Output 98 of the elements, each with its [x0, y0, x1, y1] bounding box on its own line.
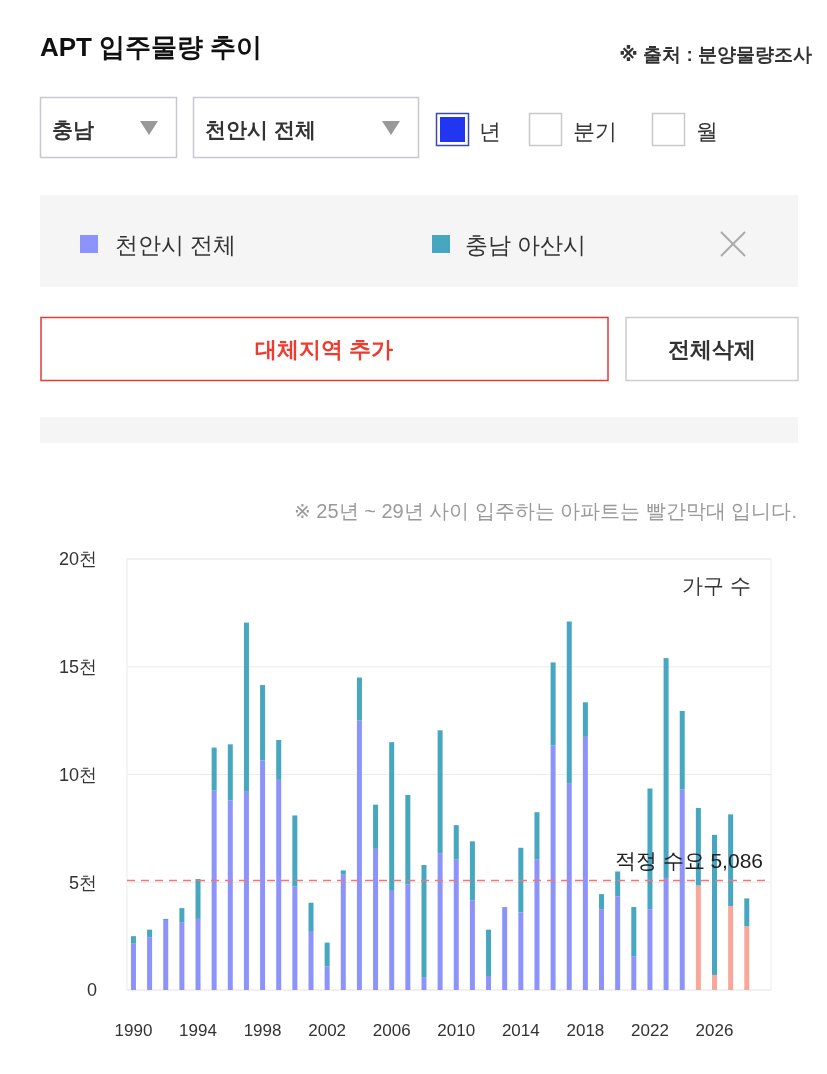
bar: [276, 779, 282, 990]
bar: [260, 760, 266, 990]
bar: [373, 848, 379, 990]
bar: [421, 977, 427, 990]
y-axis-title: 가구 수: [682, 574, 751, 597]
text: ※ 출처 : 분양물량조사: [619, 44, 812, 65]
bar: [566, 783, 572, 990]
bar: [744, 898, 750, 927]
bar: [147, 937, 153, 990]
bar: [631, 907, 637, 957]
bar: [744, 926, 750, 990]
bar: [340, 870, 346, 875]
bar: [469, 900, 475, 990]
bar: [518, 847, 524, 913]
bar: [534, 812, 540, 860]
bar: [389, 890, 395, 990]
y-tick-label: 15천: [58, 657, 97, 678]
bar: [453, 859, 459, 990]
x-tick-label: 1990: [114, 1021, 153, 1040]
bar: [582, 736, 588, 990]
x-tick-label: 2006: [372, 1021, 411, 1040]
bar: [599, 909, 605, 990]
bar: [631, 956, 637, 990]
bar: [260, 685, 266, 761]
x-tick-label: 2002: [308, 1021, 347, 1040]
bar: [373, 804, 379, 849]
bar: [550, 662, 556, 746]
x-tick-label: 2022: [631, 1021, 669, 1040]
bar: [518, 912, 524, 990]
bar: [679, 710, 685, 790]
bar: [534, 859, 540, 990]
bar: [599, 894, 605, 910]
y-tick-label: 20천: [58, 549, 97, 570]
x-tick-label: 1994: [179, 1021, 217, 1040]
bar: [356, 677, 362, 721]
bar: [356, 720, 362, 990]
bar: [486, 929, 492, 976]
bar: [227, 800, 233, 990]
bar: [566, 621, 572, 784]
bar: [405, 794, 411, 885]
bar: [292, 886, 298, 990]
bar: [308, 931, 314, 990]
text: 전체삭제: [668, 337, 756, 362]
bar: [130, 943, 136, 990]
bar: [615, 871, 621, 897]
bar: [243, 791, 249, 990]
x-tick-label: 2014: [501, 1021, 540, 1040]
bar: [550, 745, 556, 990]
bar: [163, 919, 169, 990]
bar: [211, 747, 217, 791]
x-tick-label: 2018: [566, 1021, 605, 1040]
x-tick-label: 2010: [437, 1021, 476, 1040]
text: 분기: [573, 119, 617, 144]
bar: [405, 884, 411, 990]
y-tick-label: 0: [86, 980, 97, 1001]
bar: [695, 885, 701, 990]
text: 대체지역 추가: [254, 337, 394, 362]
chart-title: APT 입주물량 추이: [40, 32, 263, 62]
bar: [502, 907, 508, 990]
x-tick-label: 1998: [243, 1021, 282, 1040]
bar: [389, 742, 395, 891]
text: 년: [479, 119, 501, 144]
bar: [582, 702, 588, 737]
bar: [437, 730, 443, 854]
text: 월: [696, 119, 718, 144]
bar: [437, 853, 443, 990]
bar: [712, 974, 718, 990]
legend-label: 천안시 전체: [115, 232, 237, 258]
bar: [211, 790, 217, 990]
y-tick-label: 10천: [58, 764, 97, 785]
bar: [276, 740, 282, 780]
bar: [663, 877, 669, 990]
bar: [292, 815, 298, 887]
bar: [130, 936, 136, 944]
bar: [324, 942, 330, 967]
bar: [486, 975, 492, 990]
y-tick-label: 5천: [68, 872, 97, 893]
bar: [647, 909, 653, 990]
text: 충남: [52, 118, 94, 141]
bar: [308, 902, 314, 932]
bar: [453, 825, 459, 860]
bar: [195, 879, 201, 919]
bar: [243, 622, 249, 792]
bar: [615, 896, 621, 990]
legend-label: 충남 아산시: [465, 232, 587, 258]
bar: [340, 874, 346, 990]
bar: [179, 922, 185, 990]
bar: [324, 966, 330, 990]
bar: [147, 929, 153, 938]
bar: [179, 908, 185, 923]
bar: [469, 841, 475, 901]
x-tick-label: 2026: [695, 1021, 734, 1040]
bar: [421, 865, 427, 978]
bar: [195, 918, 201, 990]
bar: [728, 905, 734, 990]
bar: [227, 744, 233, 801]
text: ※ 25년 ~ 29년 사이 입주하는 아파트는 빨간막대 입니다.: [294, 500, 797, 522]
text: 천안시 전체: [205, 118, 316, 141]
